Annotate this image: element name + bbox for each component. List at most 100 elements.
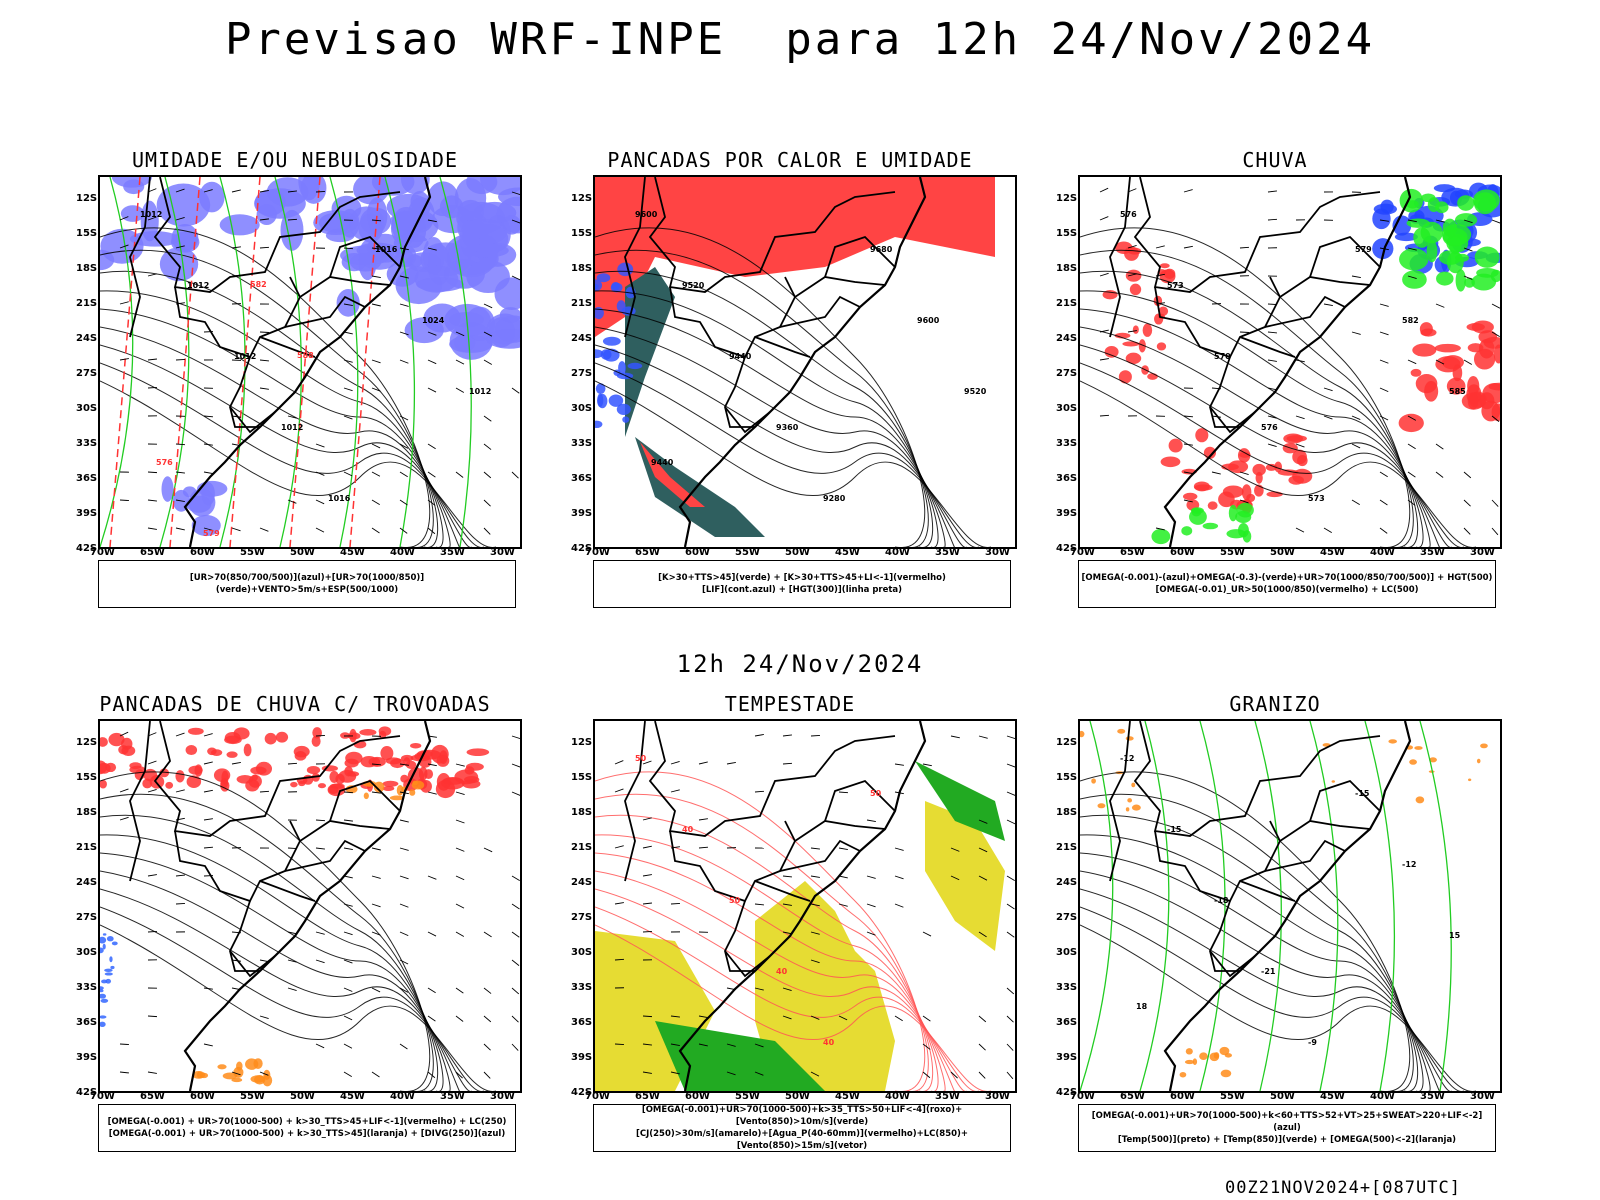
contour-label: 576 [1261,423,1278,432]
lon-tick-label: 50W [1270,1091,1295,1102]
contour-label: 582 [250,280,267,289]
lat-tick-label: 24S [1056,877,1078,888]
contour-label: 1012 [281,423,303,432]
mid-title: 12h 24/Nov/2024 [676,650,924,678]
contour-label: 588 [297,351,314,360]
legend-line: [OMEGA(-0.001)+UR>70(1000-500)+k>35_TTS>… [641,1105,963,1127]
contour-label: 1016 [328,494,351,503]
lat-tick-label: 33S [1056,438,1078,449]
legend-line: [OMEGA(-0.001)+UR>70(1000-500)+k<60+TTS>… [1091,1111,1483,1133]
lon-tick-label: 55W [240,1091,265,1102]
lon-tick-label: 30W [490,1091,515,1102]
lat-tick-label: 21S [571,842,593,853]
lat-tick-label: 33S [1056,982,1078,993]
lat-tick-label: 27S [76,368,98,379]
lon-tick-label: 40W [390,1091,415,1102]
contour-label: 40 [823,1038,835,1047]
lon-tick-label: 30W [985,547,1010,558]
contour-label: -21 [1261,967,1276,976]
contour-label: 579 [203,529,220,538]
contour-label: 1012 [469,387,491,396]
lon-tick-label: 40W [1370,1091,1395,1102]
lon-tick-label: 40W [885,1091,910,1102]
lat-tick-label: 18S [76,807,98,818]
lat-tick-label: 39S [76,508,98,519]
contour-label: -15 [1355,789,1370,798]
panel-6: GRANIZO -12 -15 -18 -21 -9 -15 -12 15 18 12S 15S 18S… [1040,692,1510,1182]
lon-tick-label: 70W [1070,1091,1095,1102]
lon-tick-label: 35W [1420,547,1445,558]
panel-legend: [OMEGA(-0.001)+UR>70(1000-500)+k>35_TTS>… [593,1104,1011,1152]
lon-tick-label: 55W [1220,547,1245,558]
lat-tick-label: 21S [76,298,98,309]
lat-tick-label: 15S [76,772,98,783]
panel-legend: [K>30+TTS>45](verde) + [K>30+TTS>45+LI<-… [593,560,1011,608]
contour-label: 40 [682,825,694,834]
contour-label: 9680 [870,245,893,254]
panel-3: CHUVA 576 573 570 576 573 579 582 585 12S 15S 18S 21… [1040,148,1510,638]
lat-tick-label: 36S [571,1017,593,1028]
panel-2: PANCADAS POR CALOR E UMIDADE 9600 9520 9440… [555,148,1025,638]
panel-legend: [OMEGA(-0.001)+UR>70(1000-500)+k<60+TTS>… [1078,1104,1496,1152]
lat-tick-label: 39S [76,1052,98,1063]
lat-tick-label: 12S [76,193,98,204]
contour-label: 570 [1214,352,1231,361]
legend-line: [OMEGA(-0.001) + UR>70(1000-500) + k>30_… [107,1117,507,1127]
lon-tick-label: 60W [190,1091,215,1102]
lon-tick-label: 50W [290,1091,315,1102]
lat-tick-label: 24S [76,333,98,344]
contour-label: 18 [1136,1002,1148,1011]
lon-tick-label: 70W [585,1091,610,1102]
lon-tick-label: 40W [390,547,415,558]
lat-tick-label: 27S [571,912,593,923]
contour-label: 9600 [635,210,658,219]
contour-label: -18 [1214,896,1229,905]
contour-label: 1024 [422,316,445,325]
contour-label: 585 [1449,387,1466,396]
lat-tick-label: 12S [1056,737,1078,748]
contour-label: 9280 [823,494,846,503]
lat-tick-label: 39S [1056,508,1078,519]
lat-tick-label: 39S [571,1052,593,1063]
lat-tick-label: 27S [571,368,593,379]
lat-tick-label: 30S [571,947,593,958]
lat-tick-label: 24S [76,877,98,888]
contour-label: 9440 [729,352,752,361]
contour-label: 573 [1167,281,1184,290]
lat-tick-label: 18S [1056,263,1078,274]
lon-tick-label: 60W [1170,1091,1195,1102]
panel-title: PANCADAS POR CALOR E UMIDADE [607,148,973,172]
panel-title: PANCADAS DE CHUVA C/ TROVOADAS [99,692,491,716]
contour-label: 40 [776,967,788,976]
lon-tick-label: 55W [240,547,265,558]
lat-tick-label: 21S [1056,842,1078,853]
lat-tick-label: 30S [76,947,98,958]
lon-tick-label: 70W [585,547,610,558]
lat-tick-label: 21S [76,842,98,853]
lon-tick-label: 60W [1170,547,1195,558]
lat-tick-label: 15S [571,772,593,783]
panel-title: TEMPESTADE [724,692,856,716]
lon-tick-label: 35W [440,1091,465,1102]
lat-tick-label: 39S [1056,1052,1078,1063]
contour-label: 1012 [234,352,256,361]
lon-tick-label: 70W [90,547,115,558]
lon-tick-label: 65W [140,547,165,558]
lon-tick-label: 50W [785,547,810,558]
lat-tick-label: 18S [571,807,593,818]
panel-title: UMIDADE E/OU NEBULOSIDADE [131,148,459,172]
contour-label: 573 [1308,494,1325,503]
panel-5: TEMPESTADE 50 40 50 40 40 50 12S 15S 18S 21S 24S 27S… [555,692,1025,1182]
lon-tick-label: 65W [635,547,660,558]
weather-map: 9600 9520 9440 9360 9280 9680 9600 9520 9440 [593,175,1017,549]
legend-line: [OMEGA(-0.01)_UR>50(1000/850)(vermelho) … [1155,585,1419,595]
lat-tick-label: 30S [1056,947,1078,958]
lat-tick-label: 12S [571,193,593,204]
lon-tick-label: 40W [1370,547,1395,558]
contour-label: 50 [870,789,882,798]
lon-tick-label: 45W [835,547,860,558]
contour-label: 579 [1355,245,1372,254]
lon-tick-label: 60W [685,547,710,558]
lat-tick-label: 36S [571,473,593,484]
contour-label: 15 [1449,931,1461,940]
